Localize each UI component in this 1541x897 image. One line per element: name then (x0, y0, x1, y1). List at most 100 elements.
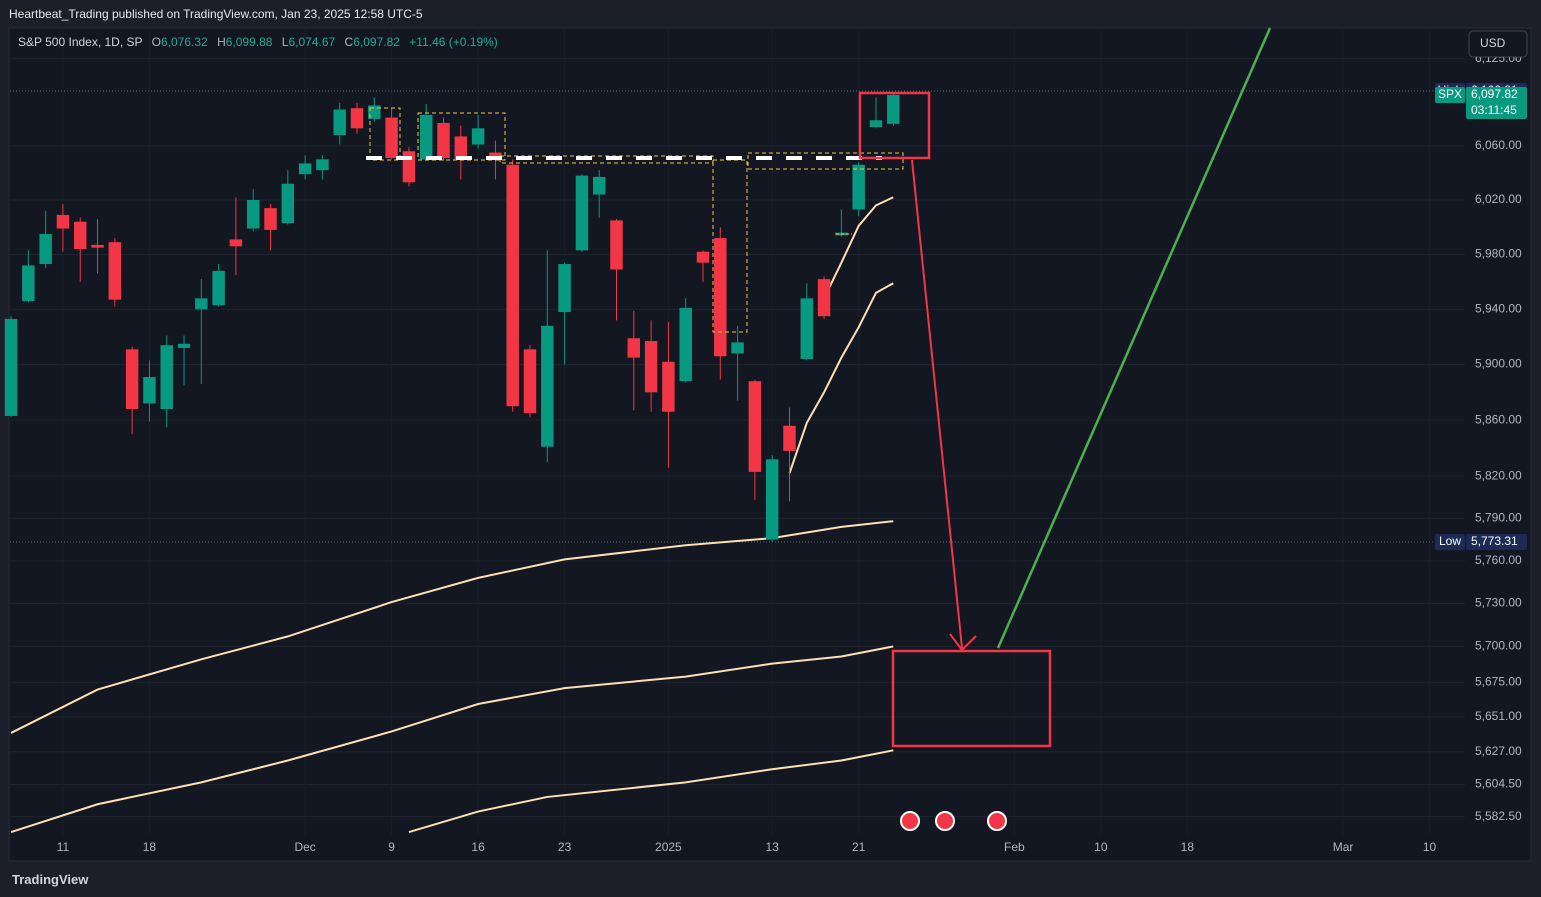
candle-body (506, 164, 519, 407)
candle-body (869, 120, 883, 127)
event-icon[interactable] (935, 811, 955, 831)
event-icon[interactable] (987, 811, 1007, 831)
candle-body (91, 244, 104, 248)
y-tick-label: 5,790.00 (1475, 511, 1522, 525)
candle-body (212, 270, 225, 306)
moving-average (10, 520, 894, 734)
candle-body (4, 318, 18, 416)
candle-body (817, 279, 831, 317)
candle-body (558, 264, 571, 313)
candle-body (662, 361, 675, 412)
candle-body (696, 251, 710, 263)
candle-body (489, 152, 502, 160)
brand: TradingView (12, 872, 89, 887)
y-tick-label: 5,675.00 (1475, 675, 1522, 689)
change: +11.46 (+0.19%) (409, 35, 498, 49)
y-tick-label: 5,700.00 (1475, 639, 1522, 653)
candle-body (143, 377, 156, 404)
ohlc-value: 6,097.82 (353, 35, 400, 49)
overlays (10, 196, 894, 834)
y-tick-label: 5,900.00 (1475, 357, 1522, 371)
candle-body (679, 307, 692, 382)
y-tick-label: 5,627.00 (1475, 744, 1522, 758)
grid (10, 28, 1465, 835)
moving-average (10, 645, 894, 834)
badge-name: SPX (1438, 87, 1462, 101)
dashed-box (747, 152, 904, 170)
candle-body (246, 199, 260, 229)
badge-value: 6,097.82 (1471, 87, 1518, 101)
moving-average (408, 749, 894, 834)
candle-body (402, 151, 416, 183)
y-tick-label: 6,020.00 (1475, 192, 1522, 206)
candle-body (125, 349, 139, 409)
candle-body (229, 239, 243, 247)
y-tick-label: 5,651.00 (1475, 709, 1522, 723)
drawings (366, 27, 1272, 831)
candle-body (160, 345, 173, 409)
y-tick-label: 6,060.00 (1475, 138, 1522, 152)
x-tick-label: Dec (294, 840, 315, 854)
x-tick-label: 23 (558, 840, 572, 854)
y-tick-label: 5,980.00 (1475, 247, 1522, 261)
currency: USD (1480, 36, 1506, 50)
candle-body (714, 238, 727, 357)
candle-body (350, 108, 364, 129)
x-tick-label: 10 (1094, 840, 1108, 854)
ohlc-value: 6,099.88 (225, 35, 273, 49)
x-tick-label: Feb (1004, 840, 1025, 854)
candle-body (437, 122, 450, 158)
x-tick-label: 10 (1423, 840, 1437, 854)
y-tick-label: 5,940.00 (1475, 301, 1522, 315)
chart-pane (8, 27, 1532, 862)
candle-body (627, 338, 641, 358)
ohlc-key: C (344, 35, 354, 49)
x-tick-label: 21 (852, 840, 866, 854)
ohlc-key: H (217, 35, 226, 49)
candle-body (368, 105, 381, 119)
axes: 6,125.006,060.006,020.005,980.005,940.00… (57, 51, 1527, 854)
candle-body (575, 175, 589, 251)
ohlc-key: L (281, 35, 289, 49)
candle-body (316, 159, 329, 171)
target-box (858, 91, 931, 160)
candle-body (333, 109, 346, 136)
dashed-box (369, 107, 401, 161)
candle-body (281, 183, 295, 224)
badge-value-bg (1466, 86, 1527, 119)
badge-name-bg (1435, 86, 1465, 103)
candle-body (471, 128, 485, 145)
candle-body (177, 343, 191, 348)
x-tick-label: 2025 (655, 840, 682, 854)
candle-body (298, 163, 312, 175)
candle-body (887, 94, 900, 124)
candle-body (264, 208, 277, 230)
candle-body (592, 176, 606, 195)
moving-average (788, 282, 894, 474)
currency-button[interactable] (1468, 30, 1528, 58)
badge-name-bg (1435, 533, 1465, 550)
x-tick-label: 18 (143, 840, 157, 854)
candle-body (56, 214, 70, 229)
candle-body (765, 459, 779, 540)
candle-body (385, 117, 398, 158)
y-tick-label: 5,730.00 (1475, 596, 1522, 610)
candle-body (195, 298, 208, 310)
x-tick-label: 9 (388, 840, 395, 854)
candle-body (644, 341, 658, 393)
y-tick-label: 5,604.50 (1475, 777, 1522, 791)
x-tick-label: 13 (766, 840, 780, 854)
candle-body (748, 381, 762, 472)
candle-body (74, 221, 87, 249)
candle-body (852, 164, 865, 210)
candle-body (419, 114, 433, 160)
event-icon[interactable] (900, 811, 920, 831)
candle-body (800, 298, 814, 360)
moving-average (823, 196, 894, 299)
badge-value-bg (1466, 533, 1527, 550)
candle-body (731, 342, 744, 354)
candle-body (541, 325, 554, 447)
x-tick-label: 18 (1181, 840, 1195, 854)
publisher: Heartbeat_Trading published on TradingVi… (9, 7, 423, 21)
